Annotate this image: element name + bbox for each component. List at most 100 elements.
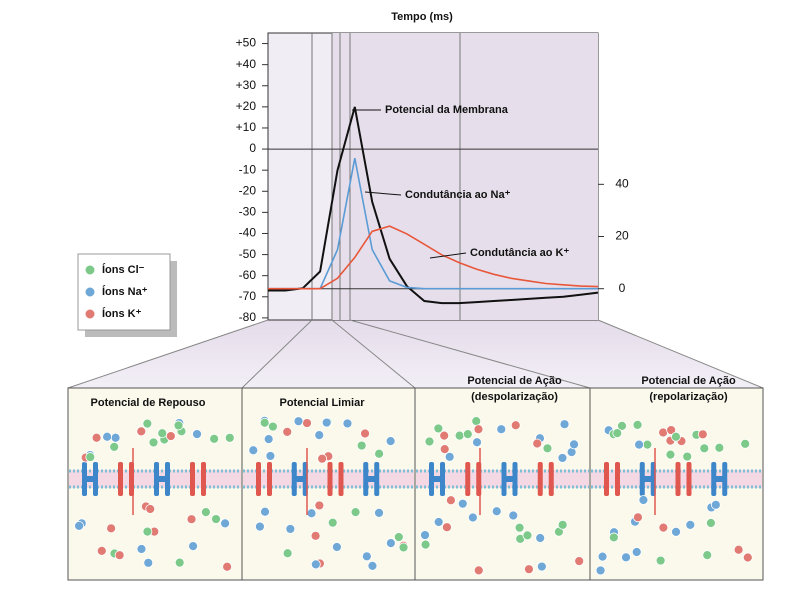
ion bbox=[314, 500, 325, 511]
ion bbox=[356, 440, 367, 451]
ion bbox=[671, 527, 681, 537]
y-tick-label: +10 bbox=[236, 120, 257, 134]
channel bbox=[639, 462, 645, 496]
panel-title: Potencial de Ação bbox=[641, 375, 736, 387]
y-tick-label: -20 bbox=[239, 183, 257, 197]
ion bbox=[433, 423, 444, 434]
ion bbox=[642, 439, 653, 450]
y-tick-label: +20 bbox=[236, 99, 257, 113]
ion bbox=[446, 495, 456, 506]
y-tick-label: +40 bbox=[236, 57, 257, 71]
ion bbox=[201, 507, 211, 518]
ion bbox=[374, 507, 384, 518]
ion bbox=[109, 441, 120, 452]
ion bbox=[96, 546, 107, 556]
y-tick-label: -50 bbox=[239, 247, 257, 261]
ion bbox=[508, 510, 519, 521]
ion bbox=[209, 433, 220, 444]
ion bbox=[302, 418, 312, 428]
ion bbox=[510, 420, 521, 431]
ion bbox=[332, 542, 342, 552]
channel bbox=[367, 476, 376, 482]
ion bbox=[293, 416, 304, 427]
ion bbox=[536, 561, 547, 572]
ion bbox=[102, 431, 113, 442]
y2-tick-label: 40 bbox=[615, 176, 629, 190]
series-line bbox=[268, 225, 599, 290]
ion bbox=[542, 443, 553, 454]
ion bbox=[433, 517, 444, 527]
ion bbox=[714, 442, 725, 453]
channel bbox=[93, 462, 98, 496]
ion bbox=[259, 417, 270, 428]
ion bbox=[285, 524, 296, 534]
channel bbox=[643, 476, 652, 482]
channel bbox=[505, 476, 514, 482]
channel bbox=[86, 476, 94, 482]
zoom-shade bbox=[68, 320, 763, 388]
ion bbox=[314, 430, 325, 440]
ion bbox=[617, 420, 627, 431]
ion bbox=[697, 429, 708, 440]
series-line bbox=[268, 158, 598, 290]
label-leader bbox=[364, 191, 402, 196]
ion bbox=[157, 428, 168, 439]
ion bbox=[740, 438, 751, 449]
channel bbox=[165, 462, 170, 496]
channel bbox=[291, 462, 297, 496]
ion bbox=[143, 557, 154, 568]
series-line bbox=[268, 106, 599, 305]
channel bbox=[295, 476, 304, 482]
ion bbox=[85, 452, 96, 462]
ion bbox=[439, 430, 450, 441]
channel bbox=[374, 462, 380, 496]
legend-label: Íons Na⁺ bbox=[102, 285, 148, 298]
ion bbox=[444, 451, 455, 462]
ion bbox=[467, 512, 478, 523]
ion bbox=[496, 424, 507, 435]
ion bbox=[491, 506, 502, 517]
ion bbox=[385, 538, 396, 549]
ion bbox=[255, 521, 265, 532]
ion bbox=[702, 550, 713, 561]
channel bbox=[433, 476, 441, 482]
ion bbox=[655, 555, 666, 566]
phase-shade bbox=[332, 33, 598, 320]
ion bbox=[420, 530, 430, 540]
ion bbox=[282, 548, 293, 559]
ion bbox=[439, 444, 450, 455]
ion bbox=[110, 432, 121, 443]
ion bbox=[742, 552, 753, 563]
ion bbox=[188, 541, 198, 552]
ion bbox=[224, 432, 235, 443]
ion bbox=[91, 432, 102, 443]
y-tick-label: -10 bbox=[239, 162, 257, 176]
channel bbox=[711, 462, 717, 496]
ion bbox=[597, 551, 608, 562]
zoom-lines bbox=[67, 319, 764, 389]
ion bbox=[710, 499, 721, 510]
channel bbox=[615, 462, 620, 496]
ion bbox=[514, 522, 525, 533]
channel bbox=[722, 462, 728, 496]
ion bbox=[665, 449, 676, 460]
ion bbox=[361, 551, 372, 562]
ion bbox=[310, 559, 321, 570]
ion bbox=[220, 518, 230, 529]
ion bbox=[145, 504, 156, 514]
ion bbox=[699, 443, 710, 454]
ion bbox=[424, 436, 435, 447]
channel bbox=[82, 462, 87, 496]
channel bbox=[154, 462, 159, 496]
channel bbox=[363, 462, 369, 496]
ion bbox=[612, 428, 623, 439]
x-axis-label: Tempo (ms) bbox=[391, 11, 453, 23]
ion bbox=[574, 556, 585, 566]
series-label: Condutância ao K⁺ bbox=[470, 247, 570, 259]
ion bbox=[633, 512, 643, 523]
ion bbox=[360, 428, 370, 439]
ion bbox=[165, 431, 176, 441]
channel bbox=[190, 462, 195, 496]
channel bbox=[118, 462, 123, 496]
